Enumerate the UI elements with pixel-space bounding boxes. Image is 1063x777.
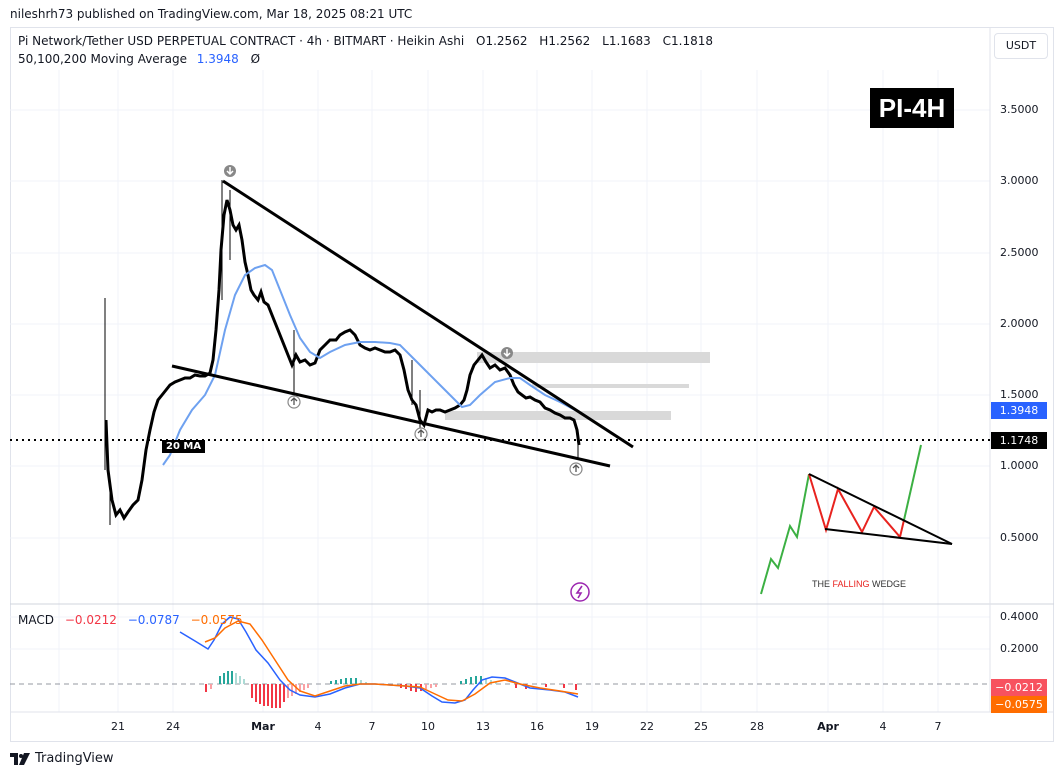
ma-annotation-label: 20 MA <box>162 440 206 453</box>
macd-signal-value: −0.0575 <box>190 613 243 627</box>
time-axis-label: 13 <box>476 720 490 733</box>
time-axis-label: Apr <box>817 720 839 733</box>
time-axis-label: 19 <box>585 720 599 733</box>
price-candles <box>104 180 581 525</box>
macd-axis-label: 0.2000 <box>1000 642 1039 655</box>
signal-line <box>204 620 579 702</box>
wedge-title: THE FALLING WEDGE <box>812 579 907 589</box>
price-axis-label: 1.5000 <box>1000 388 1039 401</box>
low-value: L1.1683 <box>602 34 651 48</box>
price-axis-label: 0.5000 <box>1000 531 1039 544</box>
arrow-down-marker-icon <box>224 165 236 177</box>
price-axis-label: 1.0000 <box>1000 459 1039 472</box>
upper-trendline <box>222 179 634 449</box>
arrow-down-marker-icon <box>501 347 513 359</box>
time-axis-label: 4 <box>314 720 322 733</box>
time-axis-label: 22 <box>640 720 654 733</box>
macd-title: MACD <box>18 613 54 627</box>
macd-hist-tag: −0.0212 <box>991 679 1047 696</box>
tradingview-brand: TradingView <box>35 751 114 766</box>
pi-4h-badge: PI-4H <box>870 88 954 128</box>
lightning-icon <box>570 582 590 602</box>
macd-histogram-value: −0.0212 <box>64 613 117 627</box>
lower-trendline <box>171 364 611 468</box>
currency-button[interactable]: USDT <box>994 33 1048 59</box>
grid-vertical <box>58 70 939 712</box>
time-axis-label: Mar <box>251 720 275 733</box>
grid-horizontal <box>10 109 990 650</box>
close-value: C1.1818 <box>662 34 714 48</box>
ma-value: 1.3948 <box>196 52 239 66</box>
tradingview-footer[interactable]: TradingView <box>10 751 114 766</box>
ma-price-tag: 1.3948 <box>991 402 1047 419</box>
ma-indicator-name: 50,100,200 Moving Average <box>18 52 187 66</box>
falling-wedge-diagram <box>760 444 953 595</box>
time-axis-label: 28 <box>750 720 764 733</box>
symbol-legend[interactable]: Pi Network/Tether USD PERPETUAL CONTRACT… <box>18 34 713 48</box>
price-axis-label: 2.0000 <box>1000 317 1039 330</box>
price-axis-label: 2.5000 <box>1000 246 1039 259</box>
time-axis-label: 25 <box>694 720 708 733</box>
time-axis-label: 10 <box>421 720 435 733</box>
arrow-up-marker-icon <box>287 395 583 476</box>
open-value: O1.2562 <box>476 34 528 48</box>
time-axis-label: 7 <box>934 720 942 733</box>
time-axis-label: 24 <box>166 720 180 733</box>
time-axis-label: 21 <box>111 720 125 733</box>
macd-line <box>179 616 579 704</box>
macd-histogram <box>205 671 577 708</box>
time-axis-label: 4 <box>879 720 887 733</box>
price-axis-label: 3.5000 <box>1000 103 1039 116</box>
macd-axis-label: 0.4000 <box>1000 610 1039 623</box>
symbol-name: Pi Network/Tether USD PERPETUAL CONTRACT… <box>18 34 465 48</box>
time-axis-label: 7 <box>368 720 376 733</box>
price-axis-label: 3.0000 <box>1000 174 1039 187</box>
macd-line-value: −0.0787 <box>127 613 180 627</box>
last-price-tag: 1.1748 <box>991 432 1047 449</box>
ma-legend[interactable]: 50,100,200 Moving Average 1.3948 Ø <box>18 52 260 66</box>
macd-signal-tag: −0.0575 <box>991 696 1047 713</box>
tradingview-logo-icon <box>10 752 30 765</box>
macd-legend[interactable]: MACD −0.0212 −0.0787 −0.0575 <box>18 613 250 627</box>
time-axis-label: 16 <box>530 720 544 733</box>
published-info: nileshrh73 published on TradingView.com,… <box>10 7 413 21</box>
ma-na-icon: Ø <box>250 52 261 66</box>
ma-line <box>162 263 576 466</box>
high-value: H1.2562 <box>539 34 591 48</box>
